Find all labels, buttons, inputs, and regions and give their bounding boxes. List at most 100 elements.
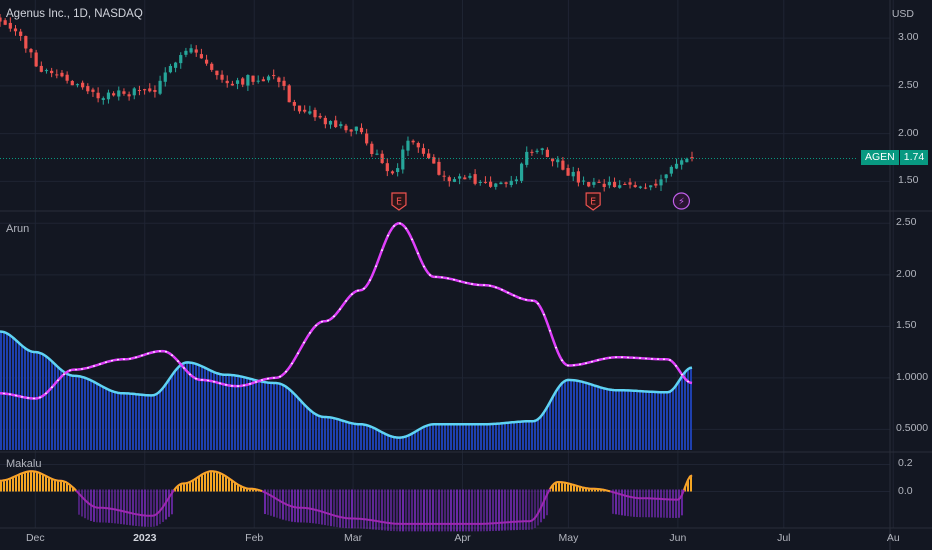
- arun-bar: [687, 369, 689, 450]
- arun-bar: [591, 384, 593, 450]
- arun-bar: [60, 369, 62, 450]
- makalu-bar: [267, 489, 269, 515]
- arun-bar: [87, 378, 89, 450]
- makalu-bar: [303, 489, 305, 523]
- arun-dot: [579, 363, 581, 366]
- arun-bar: [189, 362, 191, 450]
- arun-magenta-line: [0, 222, 693, 400]
- arun-bar: [429, 424, 431, 450]
- arun-bar: [216, 373, 218, 450]
- split-marker[interactable]: ⚡: [672, 192, 691, 210]
- arun-bar: [390, 436, 392, 450]
- makalu-bar: [552, 484, 554, 492]
- makalu-bar: [576, 485, 578, 492]
- makalu-bar: [519, 489, 521, 530]
- arun-bar: [555, 391, 557, 450]
- makalu-bar: [42, 474, 44, 492]
- candle-body: [499, 182, 503, 185]
- makalu-bar: [153, 489, 155, 527]
- arun-dot: [675, 364, 677, 367]
- arun-bar: [207, 369, 209, 450]
- arun-dot: [483, 284, 485, 287]
- arun-dot: [63, 373, 65, 376]
- makalu-bar: [468, 489, 470, 532]
- makalu-bar: [240, 486, 242, 492]
- makalu-bar: [315, 489, 317, 524]
- makalu-bar: [351, 489, 353, 529]
- arun-bar: [231, 375, 233, 450]
- arun-bar: [564, 380, 566, 450]
- arun-bar: [489, 424, 491, 450]
- earnings-marker[interactable]: E: [391, 192, 407, 211]
- candle-body: [261, 79, 265, 82]
- candle-body: [571, 171, 575, 177]
- makalu-bar: [690, 475, 692, 492]
- arun-bar: [447, 424, 449, 450]
- candle-body: [220, 74, 224, 80]
- arun-bar: [681, 376, 683, 450]
- arun-bar: [441, 424, 443, 450]
- arun-dot: [507, 291, 509, 294]
- makalu-bar: [513, 489, 515, 531]
- makalu-bar: [453, 489, 455, 532]
- makalu-bar: [27, 471, 29, 492]
- arun-bar: [147, 395, 149, 450]
- arun-bar: [222, 374, 224, 450]
- event-markers[interactable]: E E ⚡: [391, 192, 691, 211]
- arun-bar: [426, 425, 428, 450]
- arun-bar: [504, 423, 506, 450]
- arun-bar: [369, 426, 371, 450]
- makalu-bar: [12, 477, 14, 492]
- arun-dot: [531, 299, 533, 302]
- arun-dot: [423, 265, 425, 268]
- arun-dot: [411, 238, 413, 241]
- arun-bar: [378, 430, 380, 450]
- makalu-line-positive: [549, 480, 611, 493]
- arun-dot: [279, 375, 281, 378]
- arun-bar: [660, 392, 662, 450]
- candle-body: [137, 90, 142, 92]
- arun-bar: [135, 394, 137, 450]
- candle-body: [463, 177, 467, 180]
- makalu-bar: [558, 482, 560, 492]
- makalu-line-positive: [0, 470, 77, 492]
- candle-body: [194, 49, 198, 53]
- makalu-bar: [117, 489, 119, 524]
- arun-bar: [690, 367, 692, 450]
- arun-pane-label: Arun: [6, 223, 30, 235]
- candle-body: [204, 59, 209, 64]
- time-tick: May: [558, 532, 579, 544]
- arun-bar: [198, 365, 200, 450]
- candle-body: [292, 101, 296, 106]
- arun-bar: [474, 424, 476, 450]
- arun-bar: [138, 394, 140, 450]
- makalu-bar: [408, 489, 410, 532]
- arun-bar: [579, 381, 581, 450]
- arun-bar: [273, 383, 275, 450]
- arun-dot: [183, 367, 185, 369]
- makalu-bar: [171, 489, 173, 515]
- arun-dot: [3, 392, 5, 395]
- arun-bar: [39, 352, 41, 450]
- arun-bar: [345, 421, 347, 450]
- makalu-bar: [57, 480, 59, 492]
- makalu-bar: [435, 489, 437, 532]
- makalu-bar: [573, 484, 575, 492]
- candle-body: [158, 80, 162, 94]
- arun-bar: [237, 375, 239, 450]
- makalu-bar: [591, 488, 593, 492]
- arun-dot: [681, 373, 683, 376]
- candle-body: [488, 181, 493, 187]
- makalu-bar: [564, 482, 566, 492]
- arun-dot: [447, 277, 449, 280]
- arun-bar: [375, 429, 377, 450]
- earnings-marker[interactable]: E: [585, 192, 601, 211]
- candle-body: [225, 80, 229, 84]
- arun-bar: [357, 424, 359, 450]
- arun-dot: [153, 351, 155, 353]
- makalu-bar: [213, 471, 215, 492]
- makalu-bar: [195, 478, 197, 492]
- candle-body: [685, 158, 689, 163]
- arun-bar: [615, 390, 617, 450]
